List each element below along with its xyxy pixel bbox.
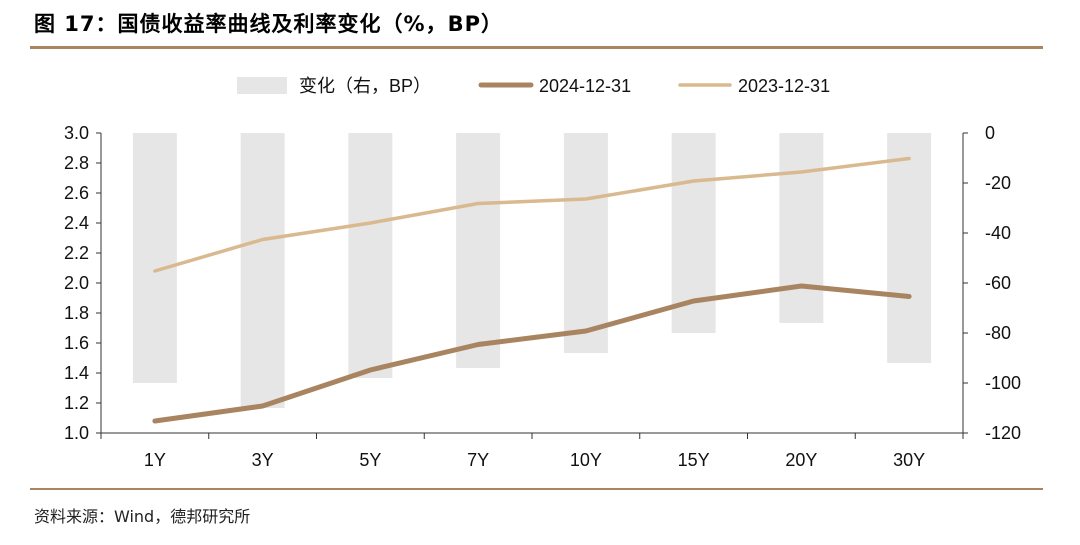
bar-1Y bbox=[132, 133, 177, 383]
bar-20Y bbox=[779, 133, 824, 323]
x-tick-label: 3Y bbox=[252, 450, 274, 470]
left-tick-label: 2.2 bbox=[64, 243, 89, 263]
chart-legend: 变化（右，BP） 2024-12-31 2023-12-31 bbox=[237, 76, 830, 96]
bar-7Y bbox=[456, 133, 501, 368]
x-tick-label: 7Y bbox=[467, 450, 489, 470]
legend-label-2023: 2023-12-31 bbox=[738, 76, 830, 96]
right-tick-label: -60 bbox=[985, 273, 1011, 293]
chart-axes: 1.0 1.2 1.4 1.6 1.8 2.0 2.2 2.4 2.6 2.8 3.0 -120 -10… bbox=[64, 123, 1021, 470]
left-tick-label: 1.0 bbox=[64, 423, 89, 443]
x-tick-label: 20Y bbox=[785, 450, 817, 470]
source-note: 资料来源：Wind，德邦研究所 bbox=[34, 507, 251, 526]
right-tick-label: -40 bbox=[985, 223, 1011, 243]
left-tick-label: 2.6 bbox=[64, 183, 89, 203]
line-series bbox=[152, 156, 912, 424]
left-tick-label: 1.4 bbox=[64, 363, 89, 383]
left-tick-label: 1.6 bbox=[64, 333, 89, 353]
bar-30Y bbox=[887, 133, 932, 363]
left-tick-label: 3.0 bbox=[64, 123, 89, 143]
line-series-2024-12-31 bbox=[152, 283, 912, 424]
title-divider bbox=[30, 46, 1043, 49]
left-tick-label: 1.2 bbox=[64, 393, 89, 413]
right-tick-label: -80 bbox=[985, 323, 1011, 343]
legend-label-2024: 2024-12-31 bbox=[539, 76, 631, 96]
source-divider bbox=[30, 488, 1043, 490]
x-tick-label: 15Y bbox=[678, 450, 710, 470]
legend-label-bar: 变化（右，BP） bbox=[299, 76, 431, 96]
right-tick-label: -120 bbox=[985, 423, 1021, 443]
chart-title: 图 17：国债收益率曲线及利率变化（%，BP） bbox=[34, 12, 503, 36]
x-tick-label: 30Y bbox=[893, 450, 925, 470]
bar-series bbox=[132, 133, 932, 408]
bar-5Y bbox=[348, 133, 393, 378]
bar-3Y bbox=[240, 133, 285, 408]
left-tick-label: 2.0 bbox=[64, 273, 89, 293]
bar-10Y bbox=[563, 133, 608, 353]
left-tick-label: 2.4 bbox=[64, 213, 89, 233]
left-tick-label: 1.8 bbox=[64, 303, 89, 323]
right-tick-label: -100 bbox=[985, 373, 1021, 393]
legend-swatch-bar bbox=[237, 77, 287, 94]
line-series-2023-12-31 bbox=[153, 156, 911, 273]
x-tick-label: 10Y bbox=[570, 450, 602, 470]
right-tick-label: -20 bbox=[985, 173, 1011, 193]
x-tick-label: 1Y bbox=[144, 450, 166, 470]
left-tick-label: 2.8 bbox=[64, 153, 89, 173]
right-tick-label: 0 bbox=[985, 123, 995, 143]
x-tick-label: 5Y bbox=[359, 450, 381, 470]
